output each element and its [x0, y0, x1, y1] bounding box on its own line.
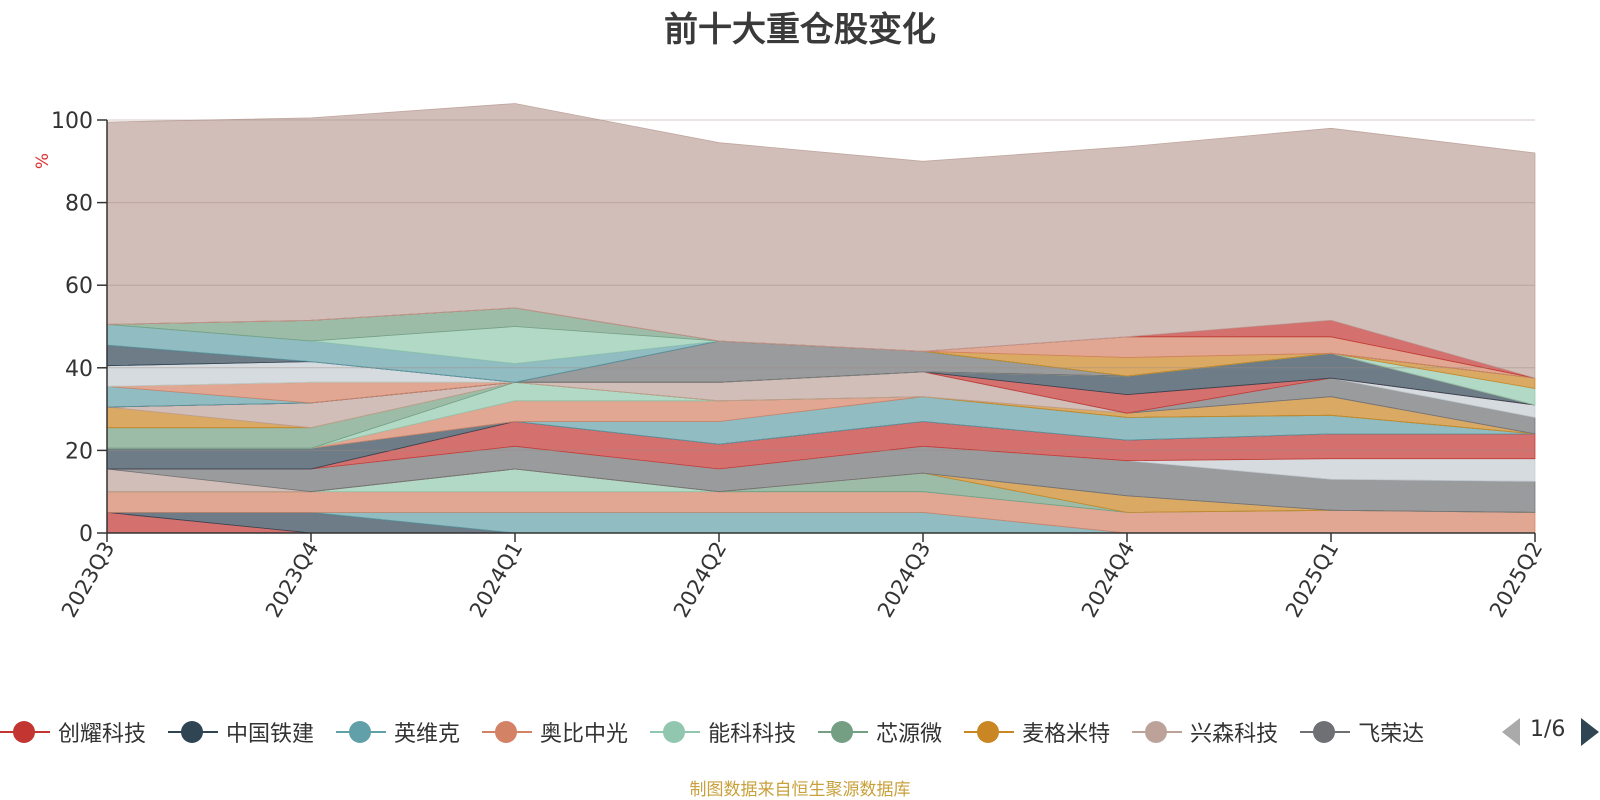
legend-marker-icon	[964, 720, 1015, 744]
legend-item[interactable]: 芯源微	[818, 714, 942, 750]
legend-label: 飞荣达	[1358, 722, 1425, 747]
legend-pager: 1/6	[1502, 714, 1600, 750]
y-tick-labels: 0 20 40 60 80 100	[51, 109, 107, 547]
legend-label: 中国铁建	[226, 722, 315, 747]
legend-label: 奥比中光	[540, 722, 629, 747]
legend-marker-icon	[0, 720, 50, 744]
legend-item[interactable]: 兴森科技	[1132, 714, 1278, 750]
data-source-note: 制图数据来自恒生聚源数据库	[689, 780, 911, 800]
axes	[106, 120, 1535, 534]
x-tick-label: 2024Q2	[669, 538, 731, 622]
legend-marker-icon	[1300, 720, 1351, 744]
legend-page-indicator: 1/6	[1530, 717, 1566, 742]
legend-item[interactable]: 能科科技	[650, 714, 796, 750]
legend-marker-icon	[482, 720, 533, 744]
legend-label: 芯源微	[876, 722, 943, 747]
legend-item[interactable]: 中国铁建	[168, 714, 314, 750]
legend-prev-page-icon[interactable]	[1502, 718, 1520, 746]
grid-lines	[107, 119, 1535, 451]
x-tick-label: 2023Q3	[57, 538, 119, 622]
legend-item[interactable]: 创耀科技	[0, 714, 146, 750]
legend-item[interactable]: 奥比中光	[482, 714, 628, 750]
legend-next-page-icon[interactable]	[1581, 718, 1599, 746]
y-tick-label: 40	[65, 357, 93, 382]
legend-label: 兴森科技	[1190, 722, 1279, 747]
legend-marker-icon	[650, 720, 701, 744]
legend-row: 创耀科技 中国铁建 英维克 奥比中光 能科科技 芯源微 麦格米特 兴森科技 飞荣达	[0, 714, 1446, 750]
x-tick-label: 2024Q4	[1077, 538, 1139, 622]
x-tick-label: 2023Q4	[261, 538, 323, 622]
legend-label: 能科科技	[708, 722, 797, 747]
y-tick-label: 0	[79, 522, 93, 547]
legend-label: 麦格米特	[1022, 722, 1111, 747]
y-tick-label: 100	[51, 109, 93, 134]
x-tick-label: 2024Q1	[465, 538, 527, 622]
area-series-35	[106, 103, 1536, 379]
area-layers	[106, 103, 1536, 534]
x-tick-label: 2025Q2	[1485, 538, 1547, 622]
x-tick-label: 2025Q1	[1281, 538, 1343, 622]
legend: 创耀科技 中国铁建 英维克 奥比中光 能科科技 芯源微 麦格米特 兴森科技 飞荣达 1/6	[0, 714, 1600, 750]
y-tick-label: 80	[65, 192, 93, 217]
legend-viewport: 创耀科技 中国铁建 英维克 奥比中光 能科科技 芯源微 麦格米特 兴森科技 飞荣达	[0, 714, 1482, 750]
legend-marker-icon	[1132, 720, 1183, 744]
chart-title: 前十大重仓股变化	[664, 10, 936, 50]
legend-item[interactable]: 麦格米特	[964, 714, 1110, 750]
legend-marker-icon	[168, 720, 219, 744]
legend-label: 创耀科技	[58, 722, 147, 747]
legend-label: 英维克	[394, 722, 461, 747]
y-axis-label: %	[33, 153, 53, 169]
legend-item[interactable]: 英维克	[336, 714, 460, 750]
x-tick-labels: 2023Q3 2023Q4 2024Q1 2024Q2 2024Q3 2024Q4 2025…	[57, 533, 1547, 622]
y-tick-label: 60	[65, 274, 93, 299]
y-tick-label: 20	[65, 439, 93, 464]
x-tick-label: 2024Q3	[873, 538, 935, 622]
legend-item[interactable]: 飞荣达	[1300, 714, 1424, 750]
legend-marker-icon	[818, 720, 869, 744]
legend-marker-icon	[336, 720, 387, 744]
